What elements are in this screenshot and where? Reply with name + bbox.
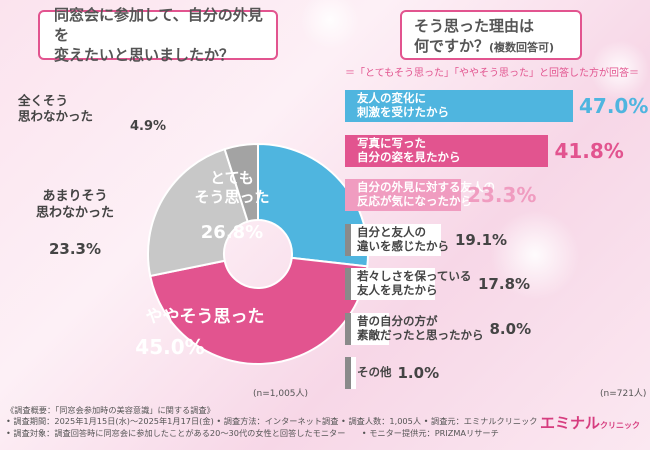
bar-fill (351, 90, 573, 122)
left-question-title: 同窓会に参加して、自分の外見を 変えたいと思いましたか？ (38, 6, 278, 64)
left-title-line2: 変えたいと思いましたか？ (54, 46, 235, 65)
left-title-line1: 同窓会に参加して、自分の外見を (54, 5, 263, 44)
bar-label: 自分の外見に対する友人の 反応が気になったから (357, 180, 495, 208)
bar-rail (345, 312, 351, 345)
footer-line1: 《調査概要：「同窓会参加時の美容意識」に関する調査》 (6, 405, 215, 415)
bar-value: 23.3% (467, 183, 537, 207)
bar-rail (345, 90, 351, 122)
survey-footer: 《調査概要：「同窓会参加時の美容意識」に関する調査》 • 調査期間：2025年1… (6, 405, 538, 439)
pie-slice-2 (149, 256, 369, 365)
bar-value: 17.8% (478, 275, 531, 293)
right-question-title: そう思った理由は 何ですか？(複数回答可) (400, 10, 582, 60)
pie-label-3: あまりそう思わなかった (36, 189, 114, 220)
pie-slice-4 (223, 142, 259, 223)
bar-value: 41.8% (554, 138, 624, 163)
bar-value: 8.0% (489, 319, 532, 338)
bar-rail (345, 223, 351, 256)
bar-rail (345, 357, 351, 389)
bar-fill (351, 268, 436, 300)
right-title-suffix: (複数回答可) (489, 41, 555, 55)
pie-value-2: 45.0% (135, 335, 204, 359)
right-title-line2: 何ですか？ (414, 37, 490, 56)
brand-logo: エミナルクリニック (540, 412, 640, 433)
bar-fill (351, 223, 442, 256)
bar-value: 19.1% (455, 230, 508, 249)
pie-value-1: 26.8% (201, 222, 263, 243)
footer-line2: • 調査期間：2025年1月15日(水)～2025年1月17日(金) • 調査方… (6, 416, 538, 427)
pie-label-4: 全くそう思わなかった (17, 93, 93, 124)
bar-rail (345, 268, 351, 300)
pie-value-4: 4.9% (130, 119, 166, 134)
bar-label: 写真に写った 自分の姿を見たから (357, 135, 461, 164)
bar-label: 友人の変化に 刺激を受けたから (357, 91, 449, 119)
bar-value: 1.0% (397, 364, 440, 382)
bar-fill (351, 357, 356, 389)
criteria-note: ＝「とてもそう思った」「ややそう思った」と回答した方が回答＝ (345, 68, 639, 79)
pie-label-1: とてもそう思った (194, 169, 269, 206)
bar-label: 昔の自分の方が 素敵だったと思ったから (357, 313, 484, 342)
right-sample-size: (n=721人) (600, 389, 647, 399)
footer-line3: • 調査対象：調査回答時に同窓会に参加したことがある20～30代の女性と回答した… (6, 427, 499, 438)
bar-fill (351, 312, 389, 345)
brand-sub: クリニック (600, 421, 641, 430)
pie-slice-3 (147, 147, 249, 278)
bar-fill (351, 134, 549, 167)
pie-label-2: ややそう思った (146, 307, 265, 327)
bar-value: 47.0% (579, 94, 649, 118)
pie-value-3: 23.3% (49, 240, 101, 258)
right-title-line1: そう思った理由は (414, 17, 535, 35)
bar-fill (351, 179, 462, 211)
bar-label: その他 (357, 365, 392, 380)
bar-rail (345, 179, 351, 211)
bar-label: 自分と友人の 違いを感じたから (357, 224, 449, 253)
brand-name: エミナル (540, 414, 601, 432)
bar-label: 若々しさを保っている 友人を見たから (357, 269, 472, 297)
bar-rail (345, 134, 351, 167)
left-sample-size: (n=1,005人) (253, 389, 309, 399)
